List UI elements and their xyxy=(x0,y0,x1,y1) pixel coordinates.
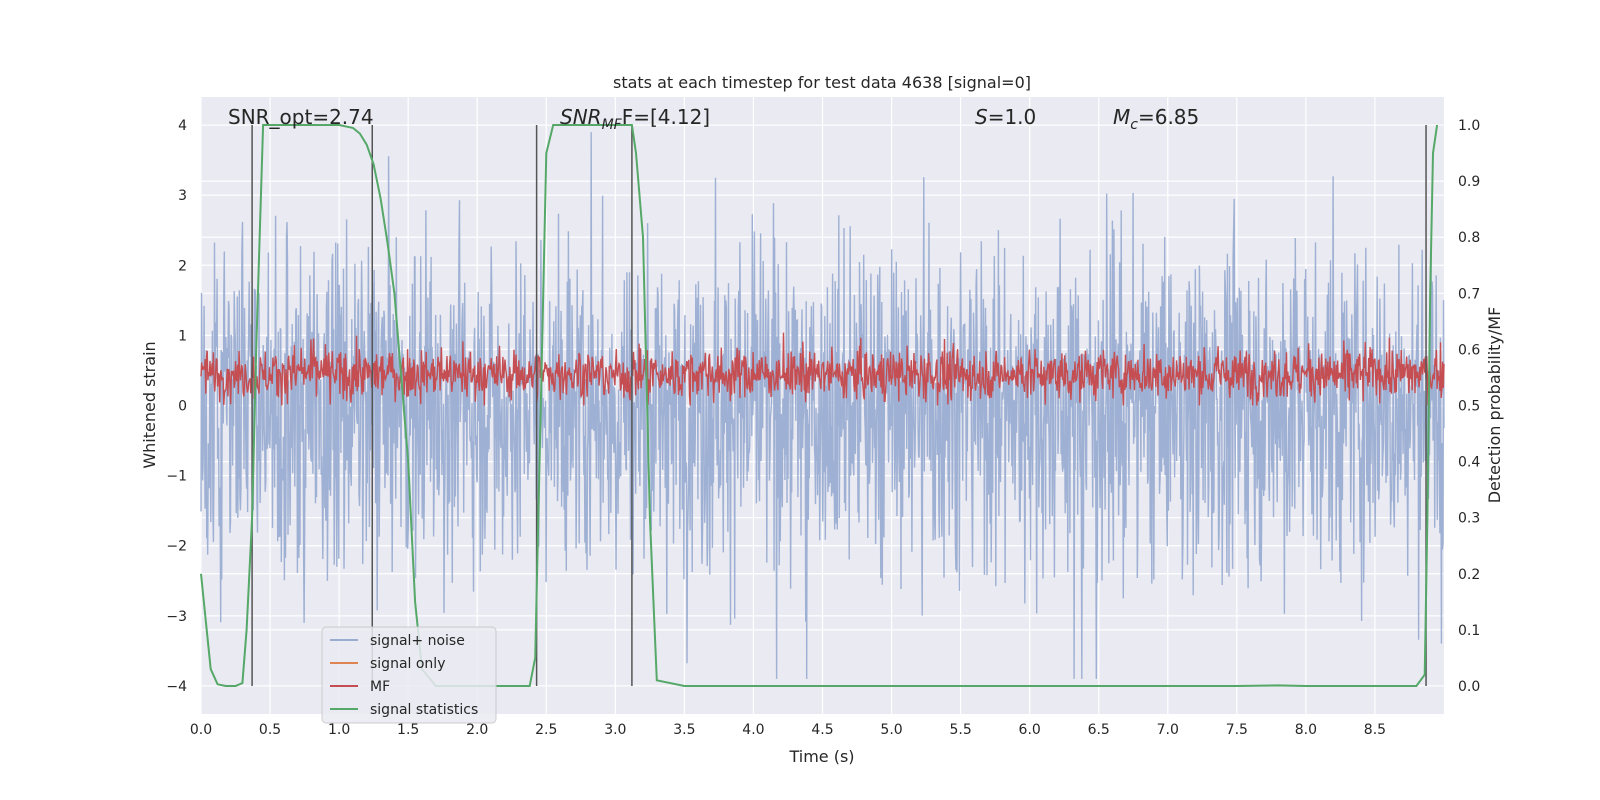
legend: signal+ noise signal only MF signal stat… xyxy=(321,626,497,724)
axis-ticks: 0.0 0.5 1.0 1.5 2.0 2.5 3.0 3.5 4.0 4.5 5.0 5.5 6.0 6… xyxy=(166,118,1480,738)
y-right-tick-label: 1.0 xyxy=(1458,118,1480,134)
legend-label-signal-only: signal only xyxy=(370,656,445,672)
s-value: =1.0 xyxy=(988,105,1037,129)
x-tick-label: 8.0 xyxy=(1295,722,1317,738)
snr-opt-annotation: SNR_opt=2.74 xyxy=(228,105,374,129)
mc-value: =6.85 xyxy=(1138,105,1199,129)
y-tick-label: −4 xyxy=(166,679,187,695)
y-tick-label: 4 xyxy=(178,118,187,134)
snr-mf-main: SNR xyxy=(560,105,602,129)
s-annotation: S=1.0 xyxy=(975,105,1036,129)
mc-main: M xyxy=(1113,105,1130,129)
y-tick-label: 2 xyxy=(178,258,187,274)
legend-box xyxy=(321,626,497,724)
mc-annotation: Mc=6.85 xyxy=(1113,105,1199,133)
y-right-tick-label: 0.0 xyxy=(1458,679,1480,695)
x-tick-label: 7.5 xyxy=(1226,722,1248,738)
y-right-tick-label: 0.3 xyxy=(1458,511,1480,527)
signal-statistics-series xyxy=(200,124,1439,687)
chart-title: stats at each timestep for test data 463… xyxy=(613,73,1031,92)
x-tick-label: 5.5 xyxy=(949,722,971,738)
y-right-tick-label: 0.2 xyxy=(1458,567,1480,583)
x-tick-label: 7.0 xyxy=(1157,722,1179,738)
x-tick-label: 8.5 xyxy=(1364,722,1386,738)
x-tick-label: 0.5 xyxy=(259,722,281,738)
y-axis-right-label: Detection probability/MF xyxy=(1485,307,1504,504)
snr-mf-sub: MF xyxy=(602,117,623,133)
y-tick-label: −1 xyxy=(166,469,187,485)
y-tick-label: −2 xyxy=(166,539,187,555)
x-tick-label: 3.5 xyxy=(673,722,695,738)
y-right-tick-label: 0.8 xyxy=(1458,230,1480,246)
x-tick-label: 3.0 xyxy=(604,722,626,738)
y-tick-label: 1 xyxy=(178,328,187,344)
legend-label-mf: MF xyxy=(370,679,390,695)
x-tick-label: 2.0 xyxy=(466,722,488,738)
y-right-tick-label: 0.6 xyxy=(1458,342,1480,358)
y-tick-label: 3 xyxy=(178,188,187,204)
x-tick-label: 4.5 xyxy=(811,722,833,738)
mf-line xyxy=(200,332,1445,406)
x-tick-label: 5.0 xyxy=(880,722,902,738)
x-tick-label: 2.5 xyxy=(535,722,557,738)
statistics-line xyxy=(200,124,1439,687)
y-right-tick-label: 0.7 xyxy=(1458,286,1480,302)
y-right-tick-label: 0.9 xyxy=(1458,174,1480,190)
legend-label-noise: signal+ noise xyxy=(370,633,465,649)
legend-label-statistics: signal statistics xyxy=(370,702,478,718)
snr-mf-value: F=[4.12] xyxy=(622,105,710,129)
x-tick-label: 4.0 xyxy=(742,722,764,738)
y-axis-label: Whitened strain xyxy=(140,341,159,468)
x-axis-label: Time (s) xyxy=(788,747,854,766)
y-right-tick-label: 0.1 xyxy=(1458,623,1480,639)
y-tick-label: −3 xyxy=(166,609,187,625)
x-tick-label: 6.5 xyxy=(1088,722,1110,738)
y-tick-label: 0 xyxy=(178,399,187,415)
x-tick-label: 1.5 xyxy=(397,722,419,738)
x-tick-label: 1.0 xyxy=(328,722,350,738)
mf-series xyxy=(200,332,1445,406)
y-right-tick-label: 0.4 xyxy=(1458,455,1480,471)
snr-mf-annotation: SNRMFF=[4.12] xyxy=(560,105,710,133)
y-right-tick-label: 0.5 xyxy=(1458,399,1480,415)
x-tick-label: 0.0 xyxy=(190,722,212,738)
mc-sub: c xyxy=(1130,117,1138,133)
x-tick-label: 6.0 xyxy=(1019,722,1041,738)
s-label: S xyxy=(975,105,988,129)
